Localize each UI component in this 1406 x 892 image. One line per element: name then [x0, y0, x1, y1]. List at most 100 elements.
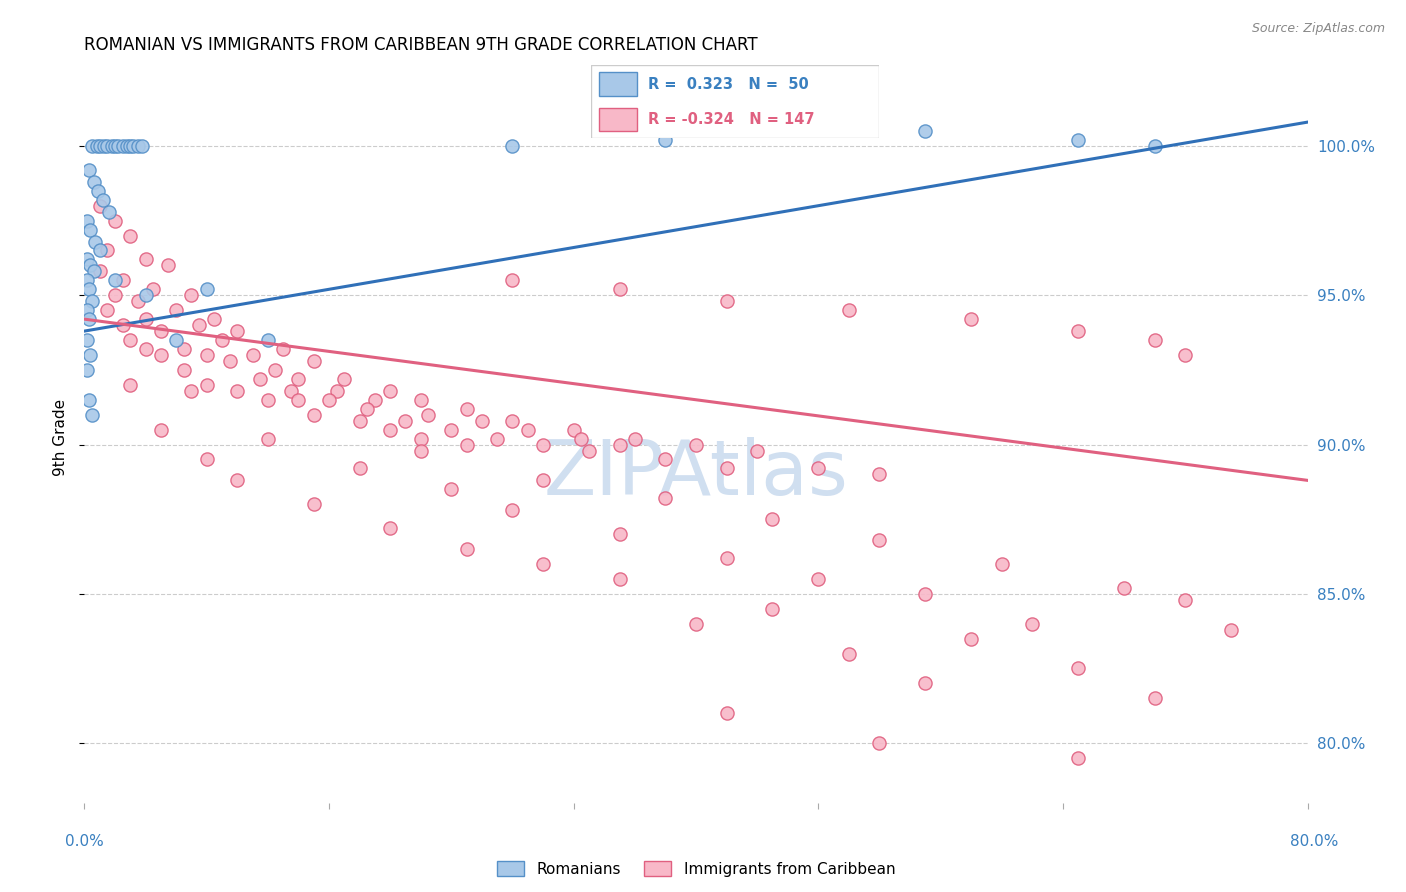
Point	[991, 557, 1014, 571]
Point	[1143, 691, 1166, 706]
Point	[89, 139, 111, 153]
Point	[83, 264, 105, 278]
Point	[440, 423, 463, 437]
Point	[1067, 751, 1090, 765]
Point	[195, 377, 218, 392]
Point	[104, 139, 127, 153]
Point	[149, 348, 172, 362]
Point	[76, 252, 98, 267]
Point	[89, 244, 111, 258]
Point	[960, 632, 983, 646]
Text: ROMANIAN VS IMMIGRANTS FROM CARIBBEAN 9TH GRADE CORRELATION CHART: ROMANIAN VS IMMIGRANTS FROM CARIBBEAN 9T…	[84, 36, 758, 54]
Point	[318, 392, 340, 407]
Point	[807, 461, 830, 475]
Point	[456, 542, 478, 557]
Point	[111, 273, 134, 287]
Point	[195, 282, 218, 296]
Point	[531, 474, 554, 488]
Point	[356, 401, 378, 416]
Point	[807, 572, 830, 586]
Point	[869, 533, 891, 547]
Point	[111, 139, 134, 153]
Point	[287, 392, 309, 407]
Point	[578, 443, 600, 458]
Point	[516, 423, 538, 437]
Point	[502, 503, 524, 517]
Text: ZIPAtlas: ZIPAtlas	[544, 437, 848, 510]
Y-axis label: 9th Grade: 9th Grade	[52, 399, 67, 475]
Point	[80, 294, 103, 309]
Point	[960, 312, 983, 326]
Bar	[599, 108, 637, 131]
Point	[609, 437, 631, 451]
Point	[135, 288, 157, 302]
Point	[91, 193, 114, 207]
Point	[120, 377, 142, 392]
Point	[838, 303, 860, 318]
Point	[838, 647, 860, 661]
Point	[142, 282, 165, 296]
Point	[502, 273, 524, 287]
Point	[502, 414, 524, 428]
Point	[333, 372, 356, 386]
Point	[325, 384, 347, 398]
Point	[77, 162, 100, 177]
Text: R =  0.323   N =  50: R = 0.323 N = 50	[648, 77, 808, 92]
Point	[101, 139, 124, 153]
Point	[80, 139, 103, 153]
Point	[502, 139, 524, 153]
Point	[302, 408, 325, 422]
Point	[149, 423, 172, 437]
Text: Source: ZipAtlas.com: Source: ZipAtlas.com	[1251, 22, 1385, 36]
Point	[531, 557, 554, 571]
Point	[302, 497, 325, 511]
Point	[1220, 623, 1243, 637]
Point	[83, 175, 105, 189]
Point	[89, 199, 111, 213]
Point	[76, 213, 98, 227]
Point	[609, 572, 631, 586]
Point	[79, 222, 101, 236]
Point	[120, 228, 142, 243]
Point	[211, 333, 233, 347]
Point	[654, 491, 676, 506]
Point	[76, 303, 98, 318]
Text: 0.0%: 0.0%	[65, 834, 104, 849]
Point	[569, 432, 592, 446]
Point	[409, 392, 432, 407]
Point	[257, 432, 280, 446]
Text: R = -0.324   N = 147: R = -0.324 N = 147	[648, 112, 814, 127]
Point	[131, 139, 153, 153]
Point	[173, 363, 195, 377]
Point	[135, 342, 157, 356]
Point	[716, 551, 738, 566]
Text: 80.0%: 80.0%	[1291, 834, 1339, 849]
Point	[120, 139, 142, 153]
Point	[115, 139, 138, 153]
Point	[761, 601, 783, 615]
Point	[609, 527, 631, 541]
Point	[1067, 661, 1090, 675]
Point	[302, 354, 325, 368]
Point	[89, 264, 111, 278]
Point	[409, 432, 432, 446]
Point	[456, 401, 478, 416]
Point	[1143, 139, 1166, 153]
Point	[914, 587, 936, 601]
Point	[79, 259, 101, 273]
Point	[869, 736, 891, 750]
Point	[1143, 333, 1166, 347]
Point	[685, 437, 707, 451]
Point	[107, 139, 129, 153]
Point	[202, 312, 225, 326]
Point	[93, 139, 115, 153]
Point	[486, 432, 509, 446]
Point	[1067, 324, 1090, 338]
Point	[226, 474, 249, 488]
Point	[409, 443, 432, 458]
Point	[624, 432, 647, 446]
Point	[79, 348, 101, 362]
Point	[180, 288, 202, 302]
Point	[180, 384, 202, 398]
FancyBboxPatch shape	[591, 65, 879, 138]
